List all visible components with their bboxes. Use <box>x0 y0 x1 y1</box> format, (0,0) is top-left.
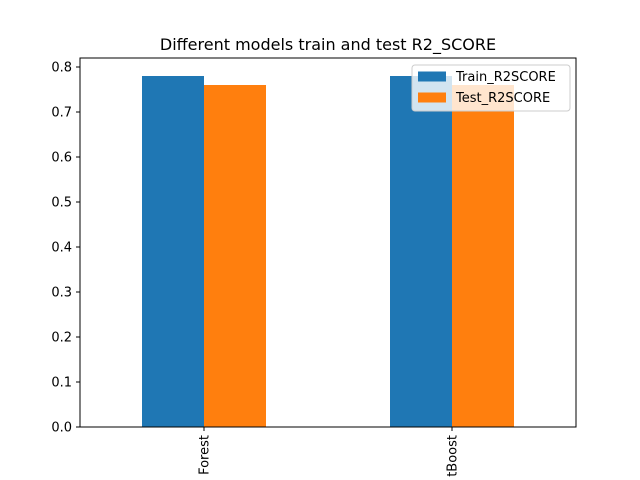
bar-train-r2score-forest <box>142 76 204 427</box>
x-tick-label: tBoost <box>446 435 461 477</box>
chart-title: Different models train and test R2_SCORE <box>160 35 496 55</box>
y-tick-label: 0.5 <box>51 196 72 211</box>
plot-frame <box>79 57 577 428</box>
bar-test-r2score-forest <box>204 85 266 427</box>
y-tick-label: 0.6 <box>51 151 72 166</box>
y-tick-label: 0.4 <box>51 241 72 256</box>
bar-train-r2score-tboost <box>390 76 452 427</box>
legend-swatch <box>418 71 446 82</box>
legend-label: Train_R2SCORE <box>455 70 556 85</box>
bars-group <box>142 76 514 427</box>
y-tick-label: 0.2 <box>51 331 72 346</box>
y-tick-label: 0.1 <box>51 376 72 391</box>
legend: Train_R2SCORE Test_R2SCORE <box>411 64 571 112</box>
legend-box <box>411 64 571 112</box>
x-tick-label: Forest <box>198 435 213 475</box>
y-tick-label: 0.3 <box>51 286 72 301</box>
y-tick-label: 0.0 <box>51 421 72 436</box>
legend-swatch <box>418 92 446 103</box>
x-axis: Forest tBoost <box>198 427 461 477</box>
y-tick-label: 0.7 <box>51 106 72 121</box>
legend-label: Test_R2SCORE <box>455 91 550 106</box>
bar-test-r2score-tboost <box>452 85 514 427</box>
y-tick-label: 0.8 <box>51 61 72 76</box>
y-axis: 0.0 0.1 0.2 0.3 0.4 0.5 0.6 0.7 0.8 <box>51 61 80 436</box>
